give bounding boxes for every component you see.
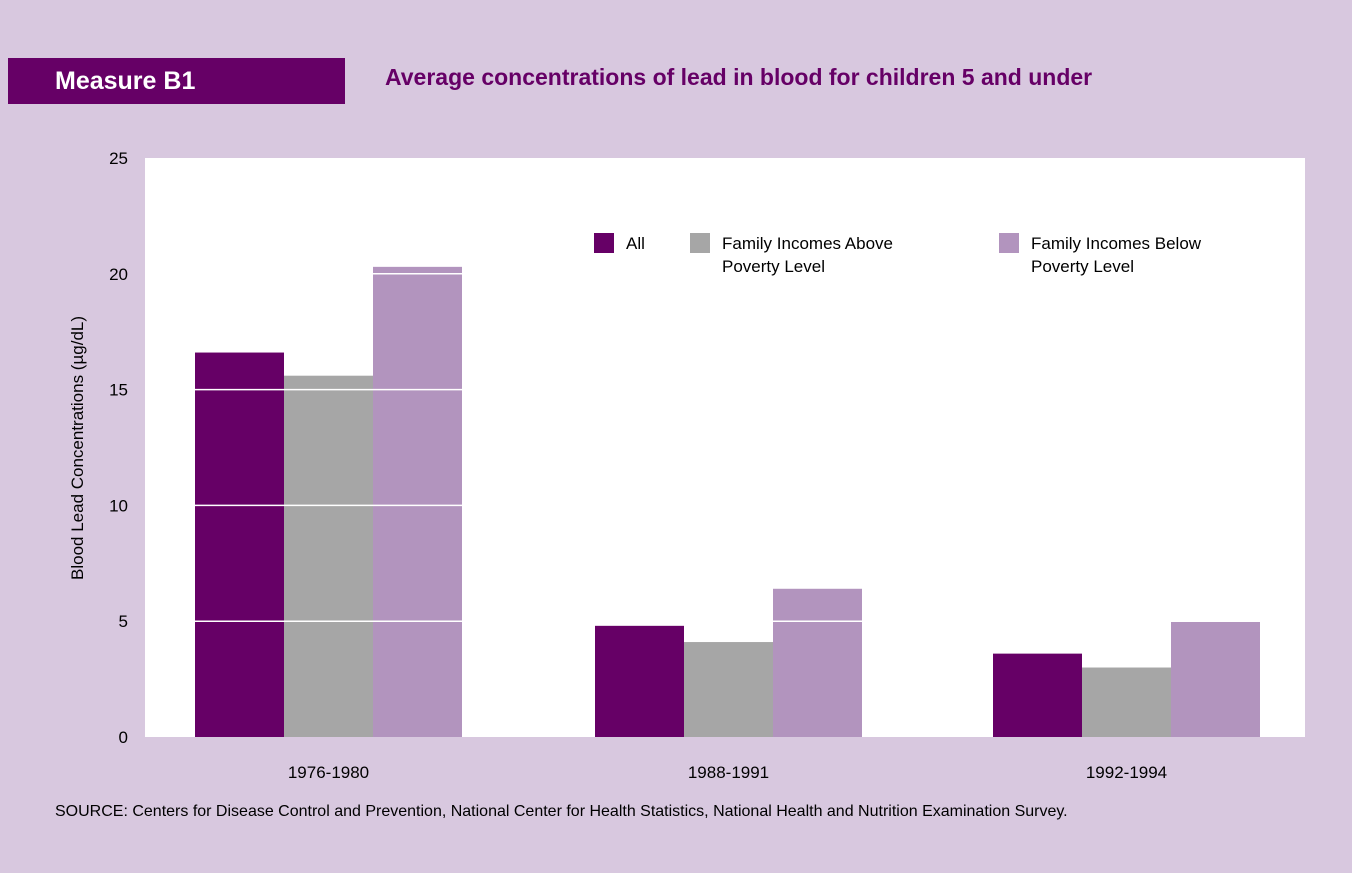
chart-title: Average concentrations of lead in blood …	[385, 64, 1093, 90]
legend-label-line: Family Incomes Above	[722, 234, 893, 253]
legend-swatch-0	[594, 233, 614, 253]
bar-1976-1980-series-0	[195, 352, 284, 737]
x-tick-label-1988-1991: 1988-1991	[688, 763, 769, 782]
measure-badge: Measure B1	[8, 58, 345, 104]
gridlines	[145, 273, 1305, 622]
y-axis-ticks: 0 5 10 15 20 25	[109, 149, 128, 747]
y-tick-label-20: 20	[109, 265, 128, 284]
source-note: SOURCE: Centers for Disease Control and …	[55, 803, 1068, 820]
legend-swatch-2	[999, 233, 1019, 253]
bar-1992-1994-series-1	[1082, 667, 1171, 737]
legend-label-1: Family Incomes Above Poverty Level	[722, 234, 893, 276]
y-axis-label: Blood Lead Concentrations (µg/dL)	[68, 316, 87, 580]
bar-1992-1994-series-0	[993, 653, 1082, 737]
legend-label-2: Family Incomes Below Poverty Level	[1031, 234, 1202, 276]
bar-1992-1994-series-2	[1171, 621, 1260, 737]
y-tick-label-5: 5	[119, 612, 128, 631]
legend-label-line: All	[626, 234, 645, 253]
y-tick-label-25: 25	[109, 149, 128, 168]
x-axis-ticks: 1976-1980 1988-1991 1992-1994	[288, 763, 1167, 782]
legend-label-line: Family Incomes Below	[1031, 234, 1202, 253]
legend-swatch-1	[690, 233, 710, 253]
legend-label-0: All	[626, 234, 645, 253]
legend: All Family Incomes Above Poverty LevelFami…	[594, 233, 1202, 276]
legend-label-line: Poverty Level	[722, 257, 825, 276]
bar-1976-1980-series-1	[284, 375, 373, 737]
bar-1988-1991-series-0	[595, 625, 684, 737]
bars-group	[195, 266, 1260, 737]
bar-1988-1991-series-1	[684, 642, 773, 737]
x-tick-label-1992-1994: 1992-1994	[1086, 763, 1167, 782]
x-tick-label-1976-1980: 1976-1980	[288, 763, 369, 782]
y-tick-label-15: 15	[109, 381, 128, 400]
legend-label-line: Poverty Level	[1031, 257, 1134, 276]
bar-1988-1991-series-2	[773, 588, 862, 737]
y-tick-label-10: 10	[109, 496, 128, 515]
bar-1976-1980-series-2	[373, 266, 462, 737]
y-tick-label-0: 0	[119, 728, 128, 747]
